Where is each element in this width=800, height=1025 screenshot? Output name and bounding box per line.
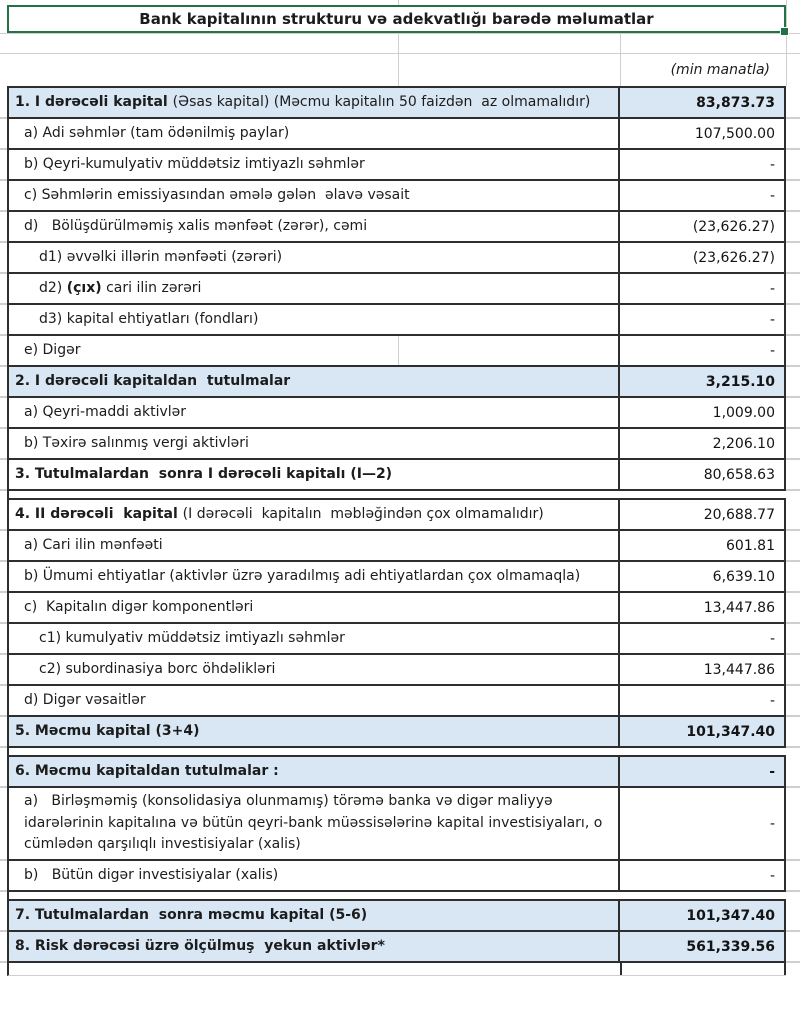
row-value[interactable]: 6,639.10 — [620, 562, 786, 591]
row-label[interactable]: 6. Məcmu kapitaldan tutulmalar : — [9, 757, 620, 786]
row-value[interactable]: - — [620, 336, 786, 365]
row-label[interactable]: c) Kapitalın digər komponentləri — [9, 593, 620, 622]
row-value[interactable]: 101,347.40 — [620, 717, 786, 746]
table-row: a) Adi səhmlər (tam ödənilmiş paylar) 107… — [0, 119, 800, 150]
capital-table: 1. I dərəcəli kapital (Əsas kapital) (Mə… — [0, 86, 800, 964]
table-row: d3) kapital ehtiyatları (fondları) - — [0, 305, 800, 336]
row-label[interactable]: d2) (çıx) cari ilin zərəri — [9, 274, 620, 303]
spacer-row — [9, 748, 786, 757]
table-row: a) Birləşməmiş (konsolidasiya olunmamış)… — [0, 788, 800, 862]
table-row: a) Qeyri-maddi aktivlər 1,009.00 — [0, 398, 800, 429]
table-row: b) Qeyri-kumulyativ müddətsiz imtiyazlı … — [0, 150, 800, 181]
row-label[interactable]: c) Səhmlərin emissiyasından əmələ gələn … — [9, 181, 620, 210]
table-row: d) Bölüşdürülməmiş xalis mənfəət (zərər)… — [0, 212, 800, 243]
row-value[interactable]: - — [620, 305, 786, 334]
sheet-title: Bank kapitalının strukturu və adekvatlığ… — [139, 10, 654, 28]
row-value[interactable]: (23,626.27) — [620, 212, 786, 241]
unit-note: (min manatla) — [670, 62, 770, 78]
row-value[interactable]: (23,626.27) — [620, 243, 786, 272]
row-value[interactable]: - — [620, 686, 786, 715]
title-cell[interactable]: Bank kapitalının strukturu və adekvatlığ… — [7, 5, 789, 36]
row-label[interactable]: 7. Tutulmalardan sonra məcmu kapital (5-… — [9, 901, 620, 931]
table-row: a) Cari ilin mənfəəti 601.81 — [0, 531, 800, 562]
table-row: 7. Tutulmalardan sonra məcmu kapital (5-… — [0, 901, 800, 933]
row-value[interactable]: 2,206.10 — [620, 429, 786, 458]
selection-handle-icon[interactable] — [780, 27, 789, 36]
row-label[interactable]: a) Qeyri-maddi aktivlər — [9, 398, 620, 427]
row-label[interactable]: a) Adi səhmlər (tam ödənilmiş paylar) — [9, 119, 620, 148]
table-row: 6. Məcmu kapitaldan tutulmalar :- — [0, 757, 800, 788]
table-row: d1) əvvəlki illərin mənfəəti (zərəri) (23… — [0, 243, 800, 274]
row-label[interactable]: c1) kumulyativ müddətsiz imtiyazlı səhml… — [9, 624, 620, 653]
table-row: b) Bütün digər investisiyalar (xalis) - — [0, 861, 800, 893]
table-row: 4. II dərəcəli kapital (I dərəcəli kapit… — [0, 500, 800, 531]
row-label[interactable]: b) Bütün digər investisiyalar (xalis) — [9, 861, 620, 891]
row-value[interactable]: 13,447.86 — [620, 593, 786, 622]
row-value[interactable]: - — [620, 150, 786, 179]
spacer-row — [9, 892, 786, 902]
table-row: 1. I dərəcəli kapital (Əsas kapital) (Mə… — [0, 88, 800, 119]
gridline — [784, 963, 786, 975]
row-label[interactable]: 8. Risk dərəcəsi üzrə ölçülmuş yekun akt… — [9, 932, 620, 962]
row-label[interactable]: d3) kapital ehtiyatları (fondları) — [9, 305, 620, 334]
unit-note-row: (min manatla) — [7, 56, 786, 84]
row-value[interactable]: 561,339.56 — [620, 932, 786, 962]
row-label[interactable]: d) Digər vəsaitlər — [9, 686, 620, 715]
gridline — [0, 53, 800, 54]
row-value[interactable]: - — [620, 861, 786, 891]
row-value[interactable]: - — [620, 757, 786, 786]
table-row: c) Səhmlərin emissiyasından əmələ gələn … — [0, 181, 800, 212]
table-row: c) Kapitalın digər komponentləri 13,447.8… — [0, 593, 800, 624]
row-value[interactable]: 1,009.00 — [620, 398, 786, 427]
row-value[interactable]: 107,500.00 — [620, 119, 786, 148]
row-value[interactable]: 601.81 — [620, 531, 786, 560]
row-label[interactable]: b) Təxirə salınmış vergi aktivləri — [9, 429, 620, 458]
row-label[interactable]: a) Birləşməmiş (konsolidasiya olunmamış)… — [9, 788, 620, 860]
row-label[interactable]: a) Cari ilin mənfəəti — [9, 531, 620, 560]
row-label[interactable]: d) Bölüşdürülməmiş xalis mənfəət (zərər)… — [9, 212, 620, 241]
row-label[interactable]: 2. I dərəcəli kapitaldan tutulmalar — [9, 367, 620, 396]
gridline — [620, 963, 622, 975]
row-label[interactable]: 5. Məcmu kapital (3+4) — [9, 717, 620, 746]
gridline — [398, 0, 399, 86]
row-value[interactable]: - — [620, 274, 786, 303]
row-label[interactable]: c2) subordinasiya borc öhdəlikləri — [9, 655, 620, 684]
row-label[interactable]: 3. Tutulmalardan sonra I dərəcəli kapita… — [9, 460, 620, 489]
table-row: d) Digər vəsaitlər - — [0, 686, 800, 717]
table-row: c2) subordinasiya borc öhdəlikləri 13,447… — [0, 655, 800, 686]
row-label[interactable]: d1) əvvəlki illərin mənfəəti (zərəri) — [9, 243, 620, 272]
row-value[interactable]: 3,215.10 — [620, 367, 786, 396]
row-value[interactable]: 101,347.40 — [620, 901, 786, 931]
gridline — [398, 336, 399, 365]
table-row: b) Ümumi ehtiyatlar (aktivlər üzrə yarad… — [0, 562, 800, 593]
table-row: 3. Tutulmalardan sonra I dərəcəli kapita… — [0, 460, 800, 491]
table-row: 5. Məcmu kapital (3+4) 101,347.40 — [0, 717, 800, 748]
row-value[interactable]: 80,658.63 — [620, 460, 786, 489]
row-label[interactable]: 4. II dərəcəli kapital (I dərəcəli kapit… — [9, 500, 620, 529]
partial-row — [7, 963, 786, 976]
row-value[interactable]: 83,873.73 — [620, 88, 786, 117]
row-label[interactable]: e) Digər — [9, 336, 620, 365]
gridline — [786, 0, 787, 86]
table-row: 8. Risk dərəcəsi üzrə ölçülmuş yekun akt… — [0, 932, 800, 964]
table-row: e) Digər - — [0, 336, 800, 367]
row-label[interactable]: b) Ümumi ehtiyatlar (aktivlər üzrə yarad… — [9, 562, 620, 591]
gridline — [0, 33, 800, 34]
gridline — [620, 33, 621, 86]
row-value[interactable]: 20,688.77 — [620, 500, 786, 529]
table-row: c1) kumulyativ müddətsiz imtiyazlı səhml… — [0, 624, 800, 655]
table-row: 2. I dərəcəli kapitaldan tutulmalar 3,215… — [0, 367, 800, 398]
table-row: b) Təxirə salınmış vergi aktivləri 2,206.… — [0, 429, 800, 460]
row-value[interactable]: - — [620, 181, 786, 210]
row-value[interactable]: - — [620, 788, 786, 860]
row-value[interactable]: 13,447.86 — [620, 655, 786, 684]
row-label[interactable]: 1. I dərəcəli kapital (Əsas kapital) (Mə… — [9, 88, 620, 117]
row-value[interactable]: - — [620, 624, 786, 653]
spacer-row — [9, 491, 786, 500]
table-row: d2) (çıx) cari ilin zərəri - — [0, 274, 800, 305]
row-label[interactable]: b) Qeyri-kumulyativ müddətsiz imtiyazlı … — [9, 150, 620, 179]
